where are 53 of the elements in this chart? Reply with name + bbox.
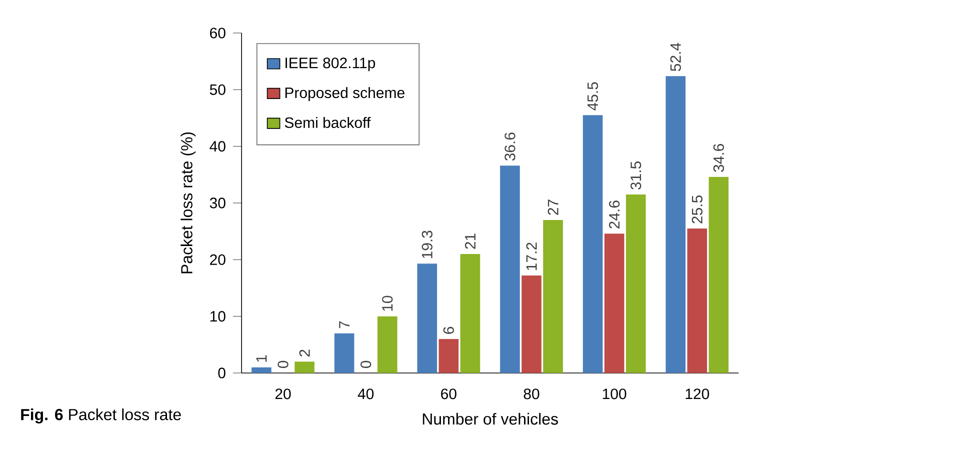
bar — [417, 264, 438, 373]
bar — [604, 234, 624, 373]
x-tick-label: 100 — [602, 388, 626, 400]
x-tick-label: 40 — [358, 388, 374, 400]
legend-label: Semi backoff — [284, 116, 371, 128]
x-axis-title: Number of vehicles — [422, 412, 558, 425]
data-label: 52.4 — [670, 42, 681, 72]
text: Fig. 6 Packet loss rate — [21, 408, 181, 424]
bar — [522, 276, 542, 373]
bar — [294, 362, 314, 373]
data-label: 17.2 — [526, 242, 537, 270]
y-tick-label: 40 — [210, 141, 226, 152]
x-tick-label: 60 — [441, 388, 456, 400]
data-label: 31.5 — [630, 162, 642, 190]
x-tick-label: 120 — [686, 388, 710, 400]
bar — [582, 115, 603, 373]
bar — [543, 220, 563, 373]
data-label: 6 — [443, 326, 454, 334]
data-label: 0 — [360, 360, 372, 368]
data-label: 7 — [339, 321, 350, 328]
y-tick-label: 0 — [218, 368, 226, 378]
y-tick-label: 60 — [210, 28, 226, 38]
x-tick-label: 80 — [524, 388, 540, 400]
bar — [687, 228, 708, 373]
y-tick-label: 10 — [210, 311, 226, 322]
bar — [377, 316, 398, 373]
bar — [334, 333, 354, 373]
data-label: 2 — [299, 350, 310, 356]
data-label: 25.5 — [692, 196, 702, 224]
bar — [708, 176, 729, 373]
data-label: 45.5 — [588, 82, 598, 110]
bar — [500, 166, 520, 373]
data-label: 1 — [256, 355, 267, 362]
y-axis-title: Packet loss rate (%) — [180, 132, 196, 274]
legend-label: IEEE 802.11p — [286, 58, 376, 72]
y-tick-label: 20 — [210, 254, 226, 265]
x-tick-label: 20 — [275, 388, 291, 400]
legend-label: Proposed scheme — [285, 87, 404, 102]
y-tick-label: 50 — [210, 84, 226, 95]
data-label: 19.3 — [422, 230, 432, 258]
data-label: 36.6 — [504, 132, 516, 161]
bar — [666, 76, 686, 373]
data-label: 34.6 — [713, 144, 724, 172]
data-label: 10 — [382, 296, 393, 311]
data-label: 21 — [464, 234, 476, 249]
bar — [460, 254, 480, 373]
bar — [438, 338, 459, 373]
data-label: 24.6 — [609, 200, 620, 228]
data-label: 27 — [548, 200, 558, 215]
y-tick-label: 30 — [210, 198, 226, 208]
bar — [252, 367, 272, 373]
bar — [626, 194, 646, 373]
data-label: 0 — [278, 360, 288, 368]
